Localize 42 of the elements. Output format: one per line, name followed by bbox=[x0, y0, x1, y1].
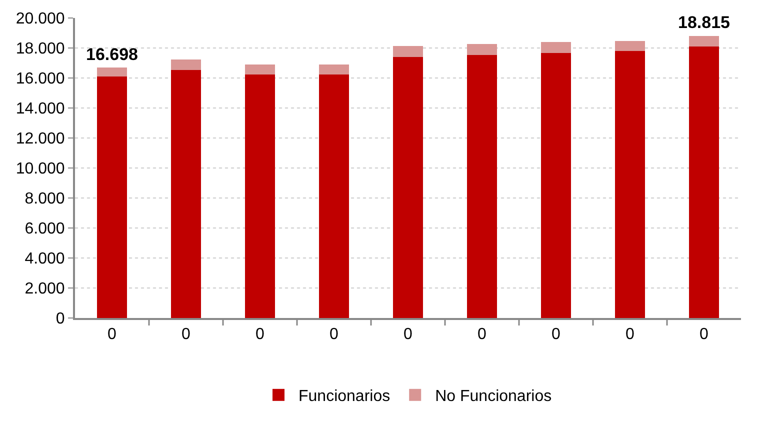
y-tick-label: 14.000 bbox=[16, 100, 65, 118]
bar bbox=[467, 55, 497, 318]
y-tick-label: 10.000 bbox=[16, 160, 65, 178]
total-label: 16.698 bbox=[86, 45, 138, 64]
y-tick-label: 20.000 bbox=[16, 10, 65, 28]
x-tick-label: 0 bbox=[256, 326, 265, 344]
bar bbox=[615, 51, 645, 318]
bar bbox=[319, 74, 349, 318]
legend-label: Funcionarios bbox=[298, 388, 390, 406]
bar bbox=[393, 57, 423, 318]
y-tick-label: 12.000 bbox=[16, 130, 65, 148]
total-label: 18.815 bbox=[678, 13, 730, 32]
x-tick-label: 0 bbox=[700, 326, 709, 344]
x-tick-label: 0 bbox=[108, 326, 117, 344]
bar bbox=[541, 42, 571, 54]
x-tick-label: 0 bbox=[626, 326, 635, 344]
bar bbox=[245, 64, 275, 74]
bar bbox=[171, 59, 201, 70]
y-tick-label: 6.000 bbox=[24, 220, 65, 238]
bar bbox=[615, 40, 645, 52]
bar bbox=[171, 70, 201, 318]
bar bbox=[689, 36, 719, 46]
bar bbox=[319, 64, 349, 74]
bar bbox=[245, 74, 275, 318]
bar bbox=[689, 46, 719, 318]
bar bbox=[97, 68, 127, 76]
y-tick-label: 16.000 bbox=[16, 70, 65, 88]
x-tick-label: 0 bbox=[478, 326, 487, 344]
bar bbox=[97, 76, 127, 318]
bar bbox=[467, 44, 497, 56]
x-tick-label: 0 bbox=[552, 326, 561, 344]
y-tick-label: 0 bbox=[56, 310, 65, 328]
x-tick-label: 0 bbox=[404, 326, 413, 344]
legend-label: No Funcionarios bbox=[435, 388, 552, 406]
bar bbox=[393, 46, 423, 57]
x-tick-label: 0 bbox=[182, 326, 191, 344]
y-tick-label: 18.000 bbox=[16, 40, 65, 58]
y-tick-label: 8.000 bbox=[24, 190, 65, 208]
y-tick-label: 4.000 bbox=[24, 250, 65, 268]
bar bbox=[541, 53, 571, 318]
y-tick-label: 2.000 bbox=[24, 280, 65, 298]
x-tick-label: 0 bbox=[330, 326, 339, 344]
